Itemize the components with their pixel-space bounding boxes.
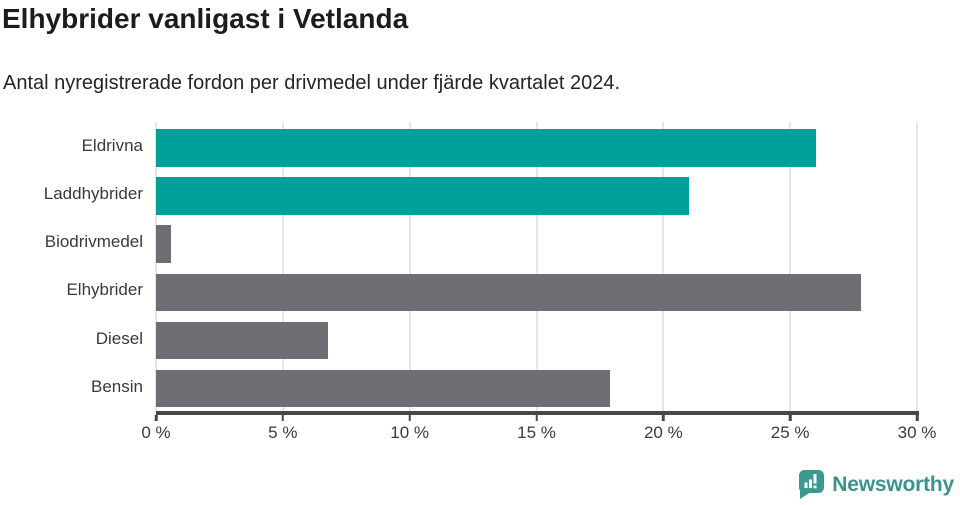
x-tick-mark	[281, 414, 285, 421]
newsworthy-wordmark: Newsworthy	[832, 472, 954, 496]
category-label-bensin: Bensin	[91, 376, 143, 396]
category-label-eldrivna: Eldrivna	[81, 136, 143, 155]
gridline-10	[408, 122, 411, 411]
chart-title: Elhybrider vanligast i Vetlanda	[2, 3, 409, 34]
gridline-5	[281, 122, 284, 411]
x-tick-label: 5 %	[268, 423, 298, 442]
x-tick-label: 20 %	[643, 423, 683, 442]
bar-biodrivmedel	[156, 225, 172, 263]
x-tick-mark	[535, 414, 538, 421]
newsworthy-logo[interactable]: Newsworthy	[796, 469, 954, 500]
category-label-laddhybrider: Laddhybrider	[43, 184, 143, 204]
x-tick-label: 30 %	[897, 423, 937, 442]
x-tick-mark	[915, 414, 919, 421]
bar-diesel	[156, 321, 329, 360]
x-tick-label: 15 %	[517, 423, 556, 442]
x-tick-mark	[408, 414, 411, 421]
x-tick-mark	[662, 414, 665, 421]
category-label-elhybrider: Elhybrider	[66, 280, 143, 300]
gridline-20	[662, 122, 665, 411]
gridline-15	[535, 122, 538, 411]
x-tick-label: 25 %	[770, 423, 810, 442]
bar-elhybrider	[156, 273, 862, 311]
gridline-30	[916, 122, 918, 411]
x-tick-mark	[154, 414, 158, 421]
x-tick-label: 0 %	[141, 423, 171, 442]
bar-eldrivna	[156, 129, 816, 167]
category-label-biodrivmedel: Biodrivmedel	[44, 232, 143, 252]
x-tick-mark	[788, 414, 792, 421]
gridline-25	[789, 122, 792, 411]
x-tick-label: 10 %	[390, 423, 430, 442]
bar-bensin	[156, 369, 611, 408]
bar-laddhybrider	[156, 177, 689, 215]
category-labels: Eldrivna Laddhybrider Biodrivmedel Elhybrid…	[0, 122, 143, 411]
category-label-diesel: Diesel	[95, 328, 143, 348]
x-axis-line	[156, 411, 919, 415]
plot-area	[155, 122, 918, 411]
gridline-0	[155, 122, 157, 411]
chart-subtitle: Antal nyregistrerade fordon per drivmede…	[3, 72, 621, 94]
newsworthy-icon	[799, 470, 825, 499]
